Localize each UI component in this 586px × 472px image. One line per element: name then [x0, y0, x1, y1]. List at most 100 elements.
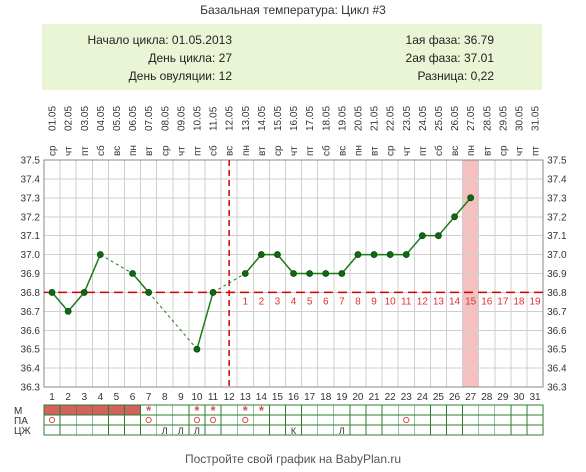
table-cell	[91, 414, 109, 426]
cervical-mark: Л	[194, 426, 200, 436]
table-cell	[478, 414, 496, 426]
date-label: 01.05	[48, 106, 59, 131]
date-label: 05.05	[112, 106, 123, 131]
table-cell	[91, 424, 109, 436]
x-day-label: 14	[256, 392, 268, 403]
weekday-label: пн	[241, 145, 252, 156]
table-cell	[526, 404, 544, 416]
luteal-day-label: 5	[307, 296, 313, 307]
data-point	[145, 289, 153, 296]
table-cell	[365, 404, 383, 416]
circle-mark	[403, 416, 410, 424]
x-day-label: 18	[320, 392, 332, 403]
table-cell	[43, 414, 61, 426]
y-tick-label-left: 37.4	[21, 174, 41, 185]
luteal-day-label: 1	[242, 296, 248, 307]
weekday-label: пт	[418, 146, 429, 156]
data-point	[418, 232, 426, 240]
data-point	[435, 232, 442, 240]
weekday-label: сб	[208, 145, 220, 156]
luteal-day-label: 15	[465, 296, 477, 307]
y-tick-label-right: 36.8	[547, 288, 567, 299]
y-tick-label-left: 37.3	[21, 193, 41, 204]
date-label: 31.05	[531, 106, 542, 131]
star-mark: *	[146, 403, 152, 418]
table-cell	[317, 404, 335, 416]
table-cell	[59, 414, 77, 426]
date-label: 19.05	[337, 106, 348, 131]
x-day-label: 11	[208, 392, 219, 403]
x-day-label: 31	[529, 392, 541, 403]
weekday-label: сб	[95, 145, 107, 156]
data-point	[209, 289, 217, 296]
table-cell	[429, 424, 447, 436]
data-point	[370, 251, 378, 258]
weekday-label: вт	[257, 146, 268, 156]
date-label: 22.05	[386, 106, 397, 131]
table-cell	[494, 424, 512, 436]
date-label: 07.05	[144, 106, 155, 131]
cycle-day-text: День цикла: 27	[148, 51, 232, 65]
series-line-solid	[51, 254, 102, 313]
menstruation-cell	[108, 405, 125, 415]
table-cell	[140, 424, 158, 436]
data-point	[80, 289, 88, 296]
table-cell	[317, 424, 335, 436]
x-day-label: 23	[401, 392, 413, 403]
circle-mark	[193, 416, 201, 424]
footer-link-text[interactable]: Постройте свой график на BabyPlan.ru	[184, 452, 402, 466]
table-cell	[413, 414, 431, 426]
table-cell	[381, 424, 399, 436]
date-label: 23.05	[402, 106, 413, 131]
difference-text: Разница: 0,22	[417, 69, 494, 83]
series-line-dashed	[148, 292, 198, 350]
table-cell	[204, 424, 222, 436]
data-point	[241, 270, 249, 277]
series-line-solid	[196, 292, 214, 350]
luteal-day-label: 12	[417, 296, 429, 307]
series-line-dashed	[212, 273, 246, 293]
table-cell	[381, 414, 399, 426]
cervical-mark: Л	[162, 426, 168, 436]
cycle-start-text: Начало цикла: 01.05.2013	[87, 33, 232, 47]
x-day-label: 3	[81, 392, 87, 403]
table-cell	[268, 414, 286, 426]
luteal-day-label: 17	[497, 296, 509, 307]
weekday-label: вт	[144, 146, 155, 156]
data-point	[354, 251, 362, 258]
date-label: 25.05	[434, 106, 445, 131]
data-point	[322, 270, 330, 277]
x-day-label: 7	[146, 392, 152, 403]
table-cell	[381, 404, 399, 416]
y-tick-label-left: 36.3	[21, 383, 41, 394]
weekday-label: ср	[386, 145, 397, 156]
x-day-label: 2	[65, 392, 71, 403]
weekday-label: пн	[128, 145, 139, 156]
weekday-label: пн	[353, 145, 364, 156]
date-label: 11.05	[209, 106, 220, 131]
data-point	[129, 270, 136, 277]
table-cell	[124, 414, 142, 426]
table-cell	[413, 424, 431, 436]
plot-border	[43, 159, 544, 388]
weekday-label: вс	[450, 146, 461, 156]
circle-mark	[209, 416, 217, 424]
weekday-label: сб	[320, 145, 332, 156]
x-day-label: 6	[130, 392, 136, 403]
x-day-label: 9	[178, 392, 184, 403]
weekday-label: вт	[370, 146, 381, 156]
luteal-day-label: 8	[355, 296, 361, 307]
menstruation-cell	[124, 405, 141, 415]
table-cell	[526, 414, 544, 426]
table-cell	[252, 424, 270, 436]
data-point	[451, 213, 458, 221]
y-tick-label-right: 37.4	[547, 174, 567, 185]
table-cell	[333, 414, 351, 426]
date-label: 08.05	[160, 106, 171, 131]
table-cell	[526, 424, 544, 436]
date-label: 02.05	[64, 106, 75, 131]
table-cell	[446, 404, 464, 416]
table-cell	[462, 404, 480, 416]
y-tick-label-left: 37.1	[21, 231, 41, 242]
